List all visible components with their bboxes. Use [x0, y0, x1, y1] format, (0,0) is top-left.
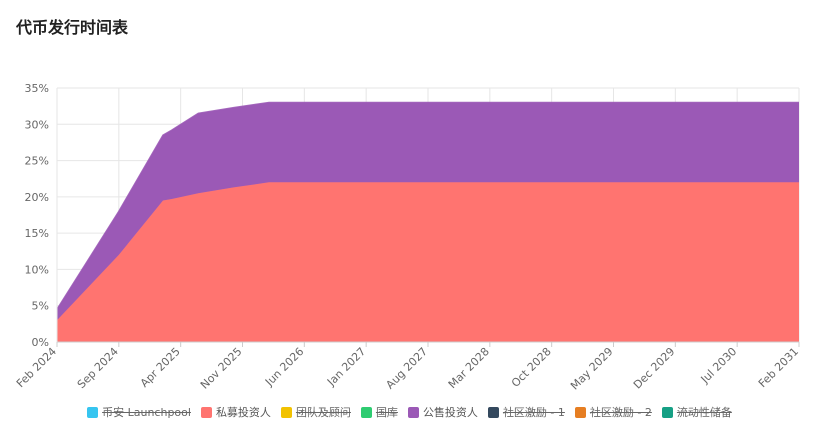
legend-item-7[interactable]: 流动性储备	[661, 404, 732, 420]
x-tick-label: Mar 2028	[446, 345, 492, 391]
area-layer	[56, 101, 799, 342]
x-tick-label: Feb 2031	[756, 345, 801, 390]
legend-label: 私募投资人	[215, 406, 271, 419]
legend-swatch	[87, 406, 99, 418]
legend-item-2[interactable]: 团队及顾问	[280, 404, 351, 420]
legend-swatch	[200, 406, 212, 418]
x-tick-label: Oct 2028	[509, 345, 554, 390]
legend-swatch	[407, 406, 419, 418]
legend-item-6[interactable]: 社区激励 - 2	[574, 404, 652, 420]
legend-label: 币安 Launchpool	[102, 406, 191, 419]
x-tick-label: Apr 2025	[138, 345, 183, 390]
x-tick-label: Nov 2025	[198, 345, 245, 392]
legend: 币安 Launchpool 私募投资人 团队及顾问 国库 公售投资人 社区激励 - 1 社区…	[0, 404, 819, 420]
x-tick-label: Dec 2029	[631, 345, 678, 392]
x-tick-label: Aug 2027	[383, 345, 430, 392]
x-tick-label: Sep 2024	[75, 345, 121, 391]
y-tick-label: 25%	[25, 155, 49, 168]
legend-swatch	[280, 406, 292, 418]
legend-item-1[interactable]: 私募投资人	[200, 404, 271, 420]
series-1-area[interactable]	[57, 182, 799, 342]
x-tick-label: Feb 2024	[14, 345, 59, 390]
series-4-area[interactable]	[57, 102, 799, 321]
x-tick-label: Jun 2026	[262, 345, 306, 389]
y-tick-label: 20%	[25, 191, 49, 204]
y-tick-label: 35%	[25, 82, 49, 95]
legend-item-3[interactable]: 国库	[360, 404, 398, 420]
legend-item-4[interactable]: 公售投资人	[407, 404, 478, 420]
x-tick-label: Jul 2030	[698, 345, 740, 387]
legend-label: 国库	[375, 406, 398, 419]
y-tick-label: 5%	[32, 300, 49, 313]
legend-label: 社区激励 - 1	[502, 406, 565, 419]
chart-title: 代币发行时间表	[16, 18, 129, 37]
x-tick-label: May 2029	[568, 345, 616, 393]
y-tick-label: 10%	[25, 263, 49, 276]
legend-label: 公售投资人	[422, 406, 478, 419]
legend-swatch	[661, 406, 673, 418]
legend-swatch	[487, 406, 499, 418]
y-tick-label: 0%	[32, 336, 49, 349]
legend-label: 流动性储备	[676, 406, 732, 419]
legend-item-0[interactable]: 币安 Launchpool	[87, 404, 191, 420]
y-tick-label: 15%	[25, 227, 49, 240]
series-4-line	[56, 101, 799, 310]
legend-item-5[interactable]: 社区激励 - 1	[487, 404, 565, 420]
legend-label: 社区激励 - 2	[589, 406, 652, 419]
legend-label: 团队及顾问	[295, 406, 351, 419]
legend-swatch	[574, 406, 586, 418]
y-tick-label: 30%	[25, 118, 49, 131]
x-tick-label: Jan 2027	[324, 345, 368, 389]
legend-swatch	[360, 406, 372, 418]
